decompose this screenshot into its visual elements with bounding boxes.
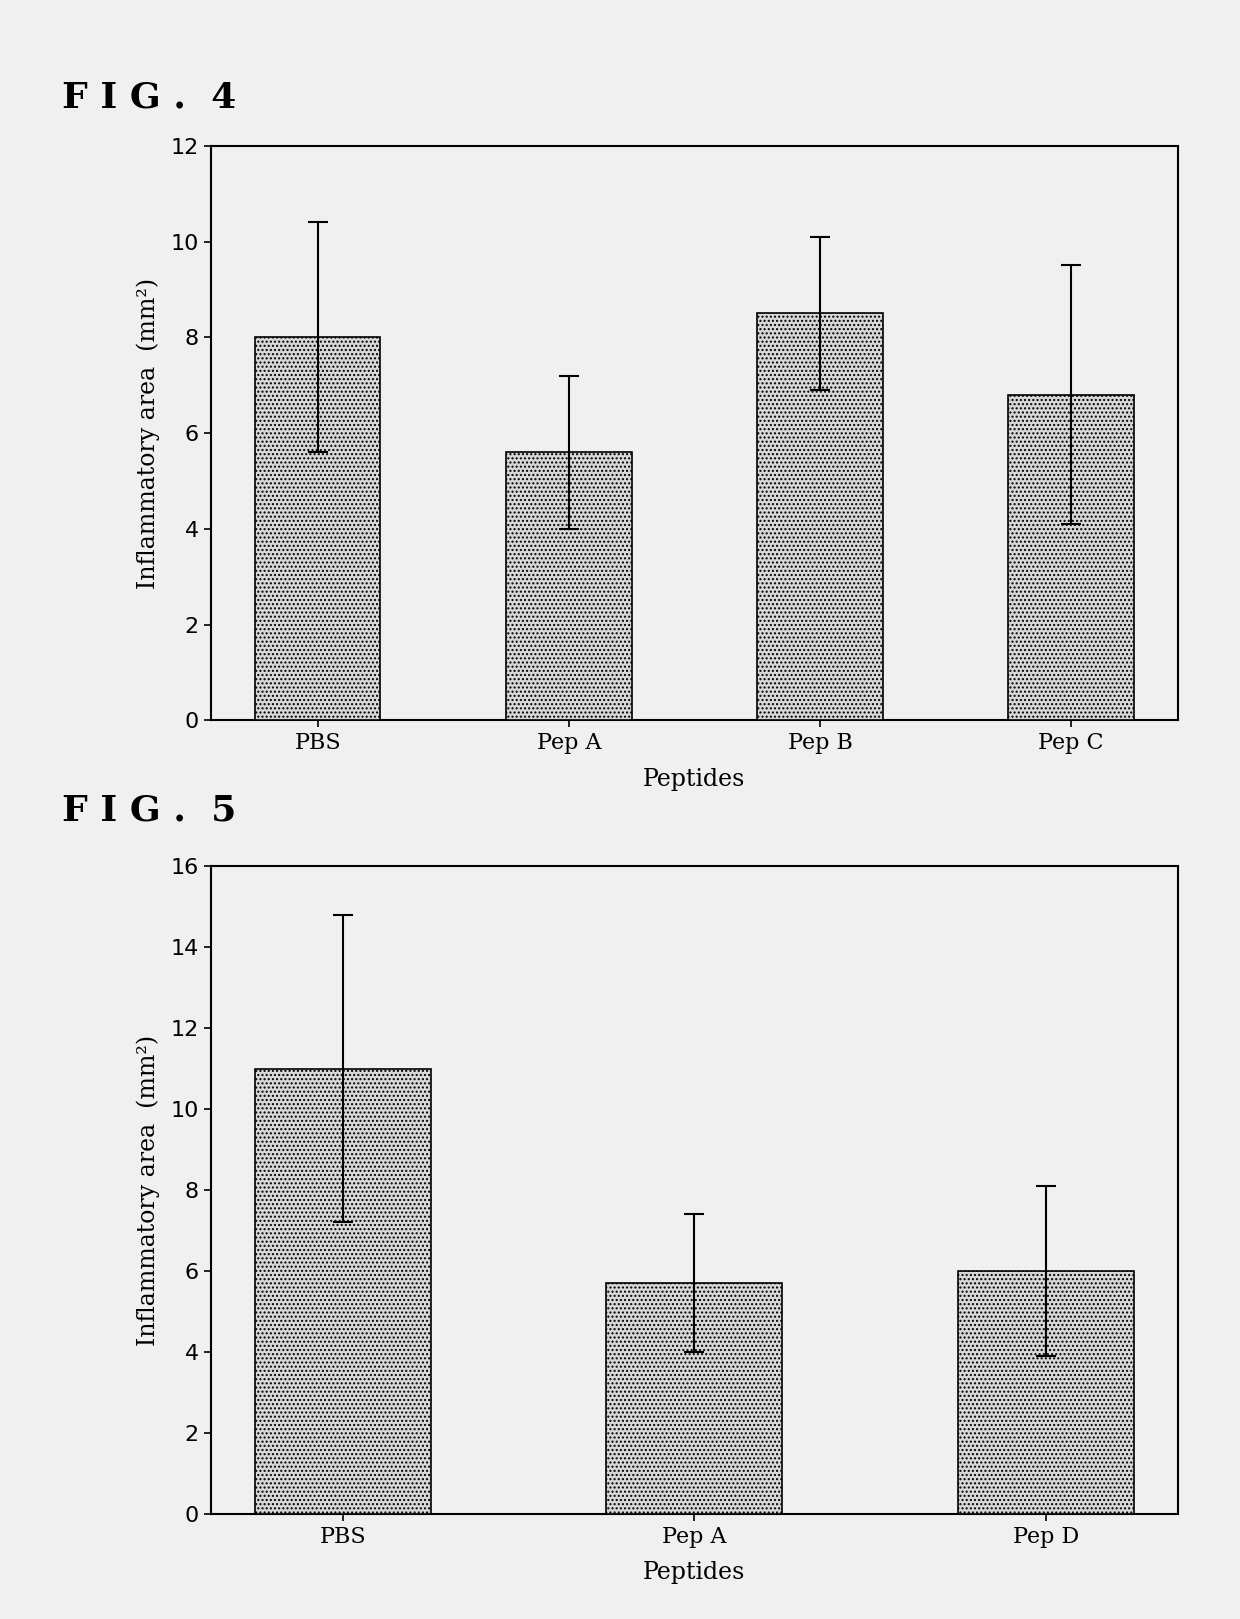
Bar	[959, 1271, 1135, 1514]
Y-axis label: Inflammatory area  (mm²): Inflammatory area (mm²)	[136, 1035, 160, 1345]
Y-axis label: Inflammatory area  (mm²): Inflammatory area (mm²)	[136, 277, 160, 589]
Text: F I G .  4: F I G . 4	[62, 81, 237, 115]
X-axis label: Peptides: Peptides	[644, 767, 745, 792]
X-axis label: Peptides: Peptides	[644, 1561, 745, 1585]
Bar	[1008, 395, 1135, 720]
Bar	[606, 1282, 782, 1514]
Bar	[254, 1069, 430, 1514]
Bar	[254, 337, 381, 720]
Text: F I G .  5: F I G . 5	[62, 793, 237, 827]
Bar	[506, 452, 631, 720]
Bar	[758, 314, 883, 720]
